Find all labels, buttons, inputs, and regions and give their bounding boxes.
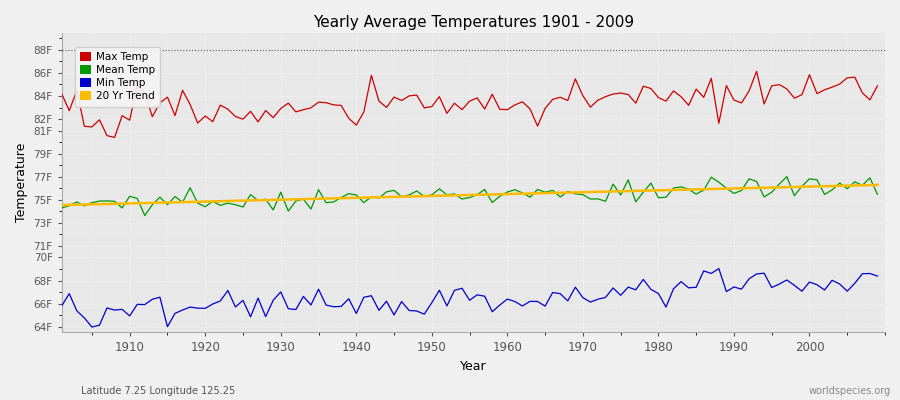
Text: Latitude 7.25 Longitude 125.25: Latitude 7.25 Longitude 125.25 — [81, 386, 235, 396]
X-axis label: Year: Year — [460, 360, 487, 373]
Legend: Max Temp, Mean Temp, Min Temp, 20 Yr Trend: Max Temp, Mean Temp, Min Temp, 20 Yr Tre… — [75, 47, 160, 106]
Title: Yearly Average Temperatures 1901 - 2009: Yearly Average Temperatures 1901 - 2009 — [313, 15, 634, 30]
Text: worldspecies.org: worldspecies.org — [809, 386, 891, 396]
Y-axis label: Temperature: Temperature — [15, 143, 28, 222]
